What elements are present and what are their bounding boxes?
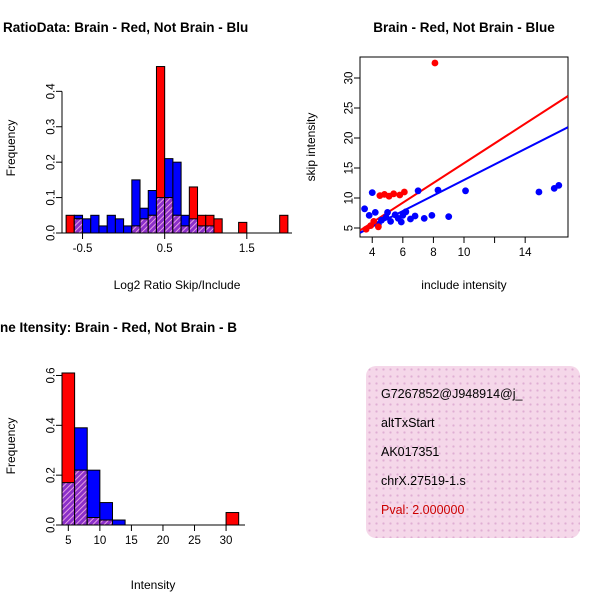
svg-text:15: 15 — [125, 535, 138, 547]
ratio-histogram-ylabel: Frequency — [4, 120, 18, 177]
histogram-bars — [65, 66, 289, 234]
svg-text:0.4: 0.4 — [46, 83, 58, 100]
svg-text:4: 4 — [369, 247, 376, 259]
svg-text:5: 5 — [65, 535, 71, 547]
accession-text: AK017351 — [381, 445, 440, 459]
svg-text:6: 6 — [400, 247, 406, 259]
intensity-histogram-ylabel: Frequency — [4, 418, 18, 475]
svg-text:30: 30 — [220, 535, 233, 547]
scatter-content — [360, 59, 568, 234]
svg-text:0.3: 0.3 — [46, 119, 58, 135]
histogram-bars — [61, 372, 240, 526]
event-type-text: altTxStart — [381, 416, 435, 430]
svg-text:10: 10 — [458, 247, 471, 259]
svg-text:8: 8 — [430, 247, 436, 259]
axes: 5 10 15 20 25 30 4 6 8 10 14 — [344, 56, 569, 259]
axes: 0.0 0.1 0.2 0.3 0.4 -0.5 0.5 1.5 — [46, 83, 292, 255]
axes: 0.0 0.2 0.4 0.6 5 10 15 20 25 30 — [46, 367, 245, 547]
svg-text:15: 15 — [344, 162, 356, 175]
ratio-histogram-xlabel: Log2 Ratio Skip/Include — [114, 278, 241, 292]
locus-text: chrX.27519-1.s — [381, 474, 466, 488]
panel-intensity-histogram: ne Itensity: Brain - Red, Not Brain - B … — [0, 300, 300, 600]
intensity-histogram-title: ne Itensity: Brain - Red, Not Brain - B — [0, 320, 237, 335]
svg-text:20: 20 — [344, 132, 356, 145]
svg-text:0.0: 0.0 — [46, 225, 58, 241]
svg-text:0.2: 0.2 — [46, 467, 58, 483]
svg-text:30: 30 — [344, 72, 356, 85]
event-info-box: G7267852@J948914@j_ altTxStart AK017351 … — [366, 366, 580, 538]
intensity-histogram-xlabel: Intensity — [131, 578, 176, 592]
svg-text:5: 5 — [344, 225, 356, 231]
svg-text:-0.5: -0.5 — [73, 243, 93, 255]
svg-text:25: 25 — [344, 102, 356, 115]
svg-text:20: 20 — [157, 535, 170, 547]
scatter-title: Brain - Red, Not Brain - Blue — [373, 20, 555, 35]
panel-intensity-scatter: Brain - Red, Not Brain - Blue include in… — [300, 0, 600, 300]
svg-text:0.5: 0.5 — [157, 243, 173, 255]
intensity-scatter-plot: Brain - Red, Not Brain - Blue include in… — [304, 20, 569, 292]
svg-text:0.4: 0.4 — [46, 417, 58, 434]
svg-text:0.1: 0.1 — [46, 190, 58, 206]
intensity-histogram-plot: ne Itensity: Brain - Red, Not Brain - B … — [0, 320, 245, 592]
svg-text:0.2: 0.2 — [46, 154, 58, 170]
svg-text:10: 10 — [344, 192, 356, 205]
probe-id-text: G7267852@J948914@j_ — [381, 387, 523, 401]
pval-text: Pval: 2.000000 — [381, 503, 465, 517]
scatter-xlabel: include intensity — [421, 278, 506, 292]
scatter-ylabel: skip intensity — [304, 113, 318, 182]
svg-text:14: 14 — [519, 247, 532, 259]
panel-ratio-histogram: RatioData: Brain - Red, Not Brain - Blu … — [0, 0, 300, 300]
ratio-histogram-plot: RatioData: Brain - Red, Not Brain - Blu … — [3, 20, 292, 292]
svg-text:25: 25 — [188, 535, 201, 547]
svg-text:1.5: 1.5 — [239, 243, 255, 255]
svg-text:0.0: 0.0 — [46, 517, 58, 533]
panel-event-info: G7267852@J948914@j_ altTxStart AK017351 … — [300, 300, 600, 600]
svg-text:10: 10 — [93, 535, 106, 547]
svg-text:0.6: 0.6 — [46, 367, 58, 383]
ratio-histogram-title: RatioData: Brain - Red, Not Brain - Blu — [3, 20, 248, 35]
